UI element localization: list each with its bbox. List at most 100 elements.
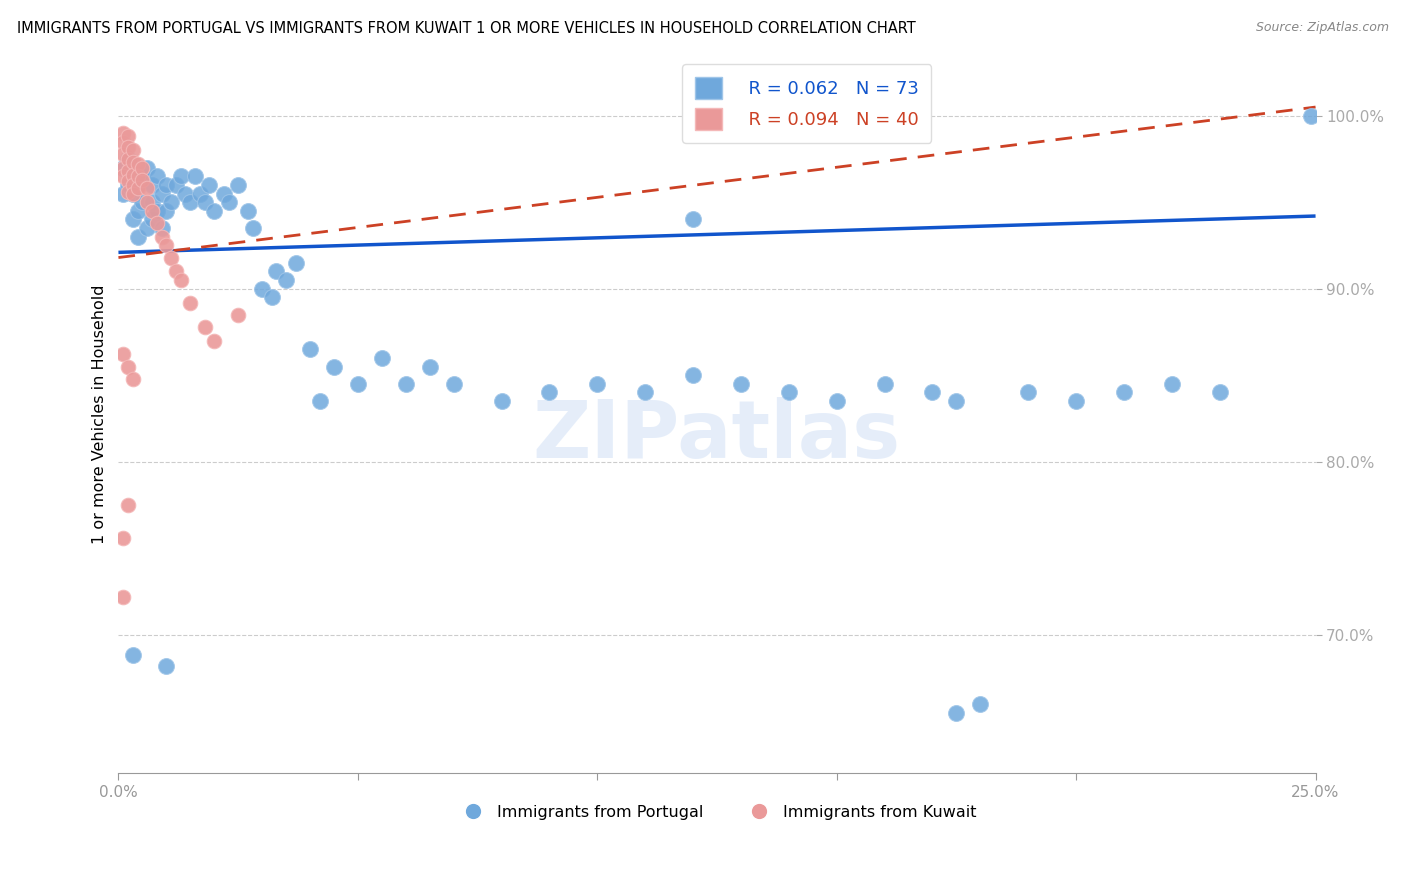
Point	[121, 186, 143, 201]
Point	[1299, 109, 1322, 123]
Point	[825, 394, 848, 409]
Legend: Immigrants from Portugal, Immigrants from Kuwait: Immigrants from Portugal, Immigrants fro…	[451, 798, 983, 826]
Point	[179, 295, 201, 310]
Point	[274, 273, 297, 287]
Point	[165, 264, 187, 278]
Point	[127, 203, 149, 218]
Point	[538, 385, 561, 400]
Point	[634, 385, 657, 400]
Point	[419, 359, 441, 374]
Point	[150, 186, 173, 201]
Point	[266, 264, 288, 278]
Point	[121, 155, 143, 169]
Point	[141, 212, 163, 227]
Point	[121, 648, 143, 663]
Point	[127, 169, 149, 184]
Point	[298, 343, 321, 357]
Point	[212, 186, 235, 201]
Point	[112, 135, 135, 149]
Point	[121, 371, 143, 385]
Point	[117, 152, 139, 166]
Point	[117, 498, 139, 512]
Point	[202, 334, 225, 348]
Point	[127, 178, 149, 192]
Point	[730, 376, 752, 391]
Point	[121, 168, 143, 182]
Point	[160, 251, 183, 265]
Point	[117, 152, 139, 166]
Point	[242, 221, 264, 235]
Point	[155, 238, 177, 252]
Point	[491, 394, 513, 409]
Point	[202, 203, 225, 218]
Point	[121, 186, 143, 201]
Point	[112, 531, 135, 545]
Point	[443, 376, 465, 391]
Point	[188, 186, 211, 201]
Point	[121, 178, 143, 192]
Point	[170, 169, 193, 184]
Point	[236, 203, 259, 218]
Point	[308, 394, 330, 409]
Point	[112, 590, 135, 604]
Point	[131, 172, 153, 186]
Point	[131, 161, 153, 175]
Text: Source: ZipAtlas.com: Source: ZipAtlas.com	[1256, 21, 1389, 34]
Point	[250, 282, 273, 296]
Point	[145, 203, 167, 218]
Point	[150, 229, 173, 244]
Point	[141, 195, 163, 210]
Point	[112, 126, 135, 140]
Point	[112, 161, 135, 175]
Point	[284, 256, 307, 270]
Point	[117, 164, 139, 178]
Point	[117, 359, 139, 374]
Point	[969, 697, 991, 711]
Point	[121, 143, 143, 157]
Point	[165, 178, 187, 192]
Point	[127, 157, 149, 171]
Point	[155, 658, 177, 673]
Point	[1209, 385, 1232, 400]
Point	[136, 221, 159, 235]
Point	[194, 195, 217, 210]
Point	[131, 169, 153, 184]
Point	[112, 169, 135, 184]
Point	[1112, 385, 1135, 400]
Point	[150, 221, 173, 235]
Point	[179, 195, 201, 210]
Point	[155, 178, 177, 192]
Point	[395, 376, 418, 391]
Point	[131, 195, 153, 210]
Point	[112, 186, 135, 201]
Point	[117, 178, 139, 192]
Point	[160, 195, 183, 210]
Point	[112, 161, 135, 175]
Point	[170, 273, 193, 287]
Point	[682, 212, 704, 227]
Point	[586, 376, 609, 391]
Point	[121, 212, 143, 227]
Point	[117, 140, 139, 154]
Point	[1160, 376, 1182, 391]
Point	[945, 706, 967, 720]
Point	[778, 385, 800, 400]
Point	[121, 169, 143, 184]
Point	[260, 290, 283, 304]
Point	[184, 169, 207, 184]
Point	[174, 186, 197, 201]
Point	[136, 161, 159, 175]
Point	[127, 229, 149, 244]
Point	[322, 359, 344, 374]
Point	[141, 178, 163, 192]
Y-axis label: 1 or more Vehicles in Household: 1 or more Vehicles in Household	[93, 285, 107, 544]
Point	[198, 178, 221, 192]
Point	[112, 347, 135, 361]
Point	[155, 203, 177, 218]
Point	[194, 319, 217, 334]
Point	[117, 185, 139, 199]
Point	[127, 181, 149, 195]
Point	[145, 169, 167, 184]
Text: ZIPatlas: ZIPatlas	[533, 397, 901, 475]
Point	[136, 181, 159, 195]
